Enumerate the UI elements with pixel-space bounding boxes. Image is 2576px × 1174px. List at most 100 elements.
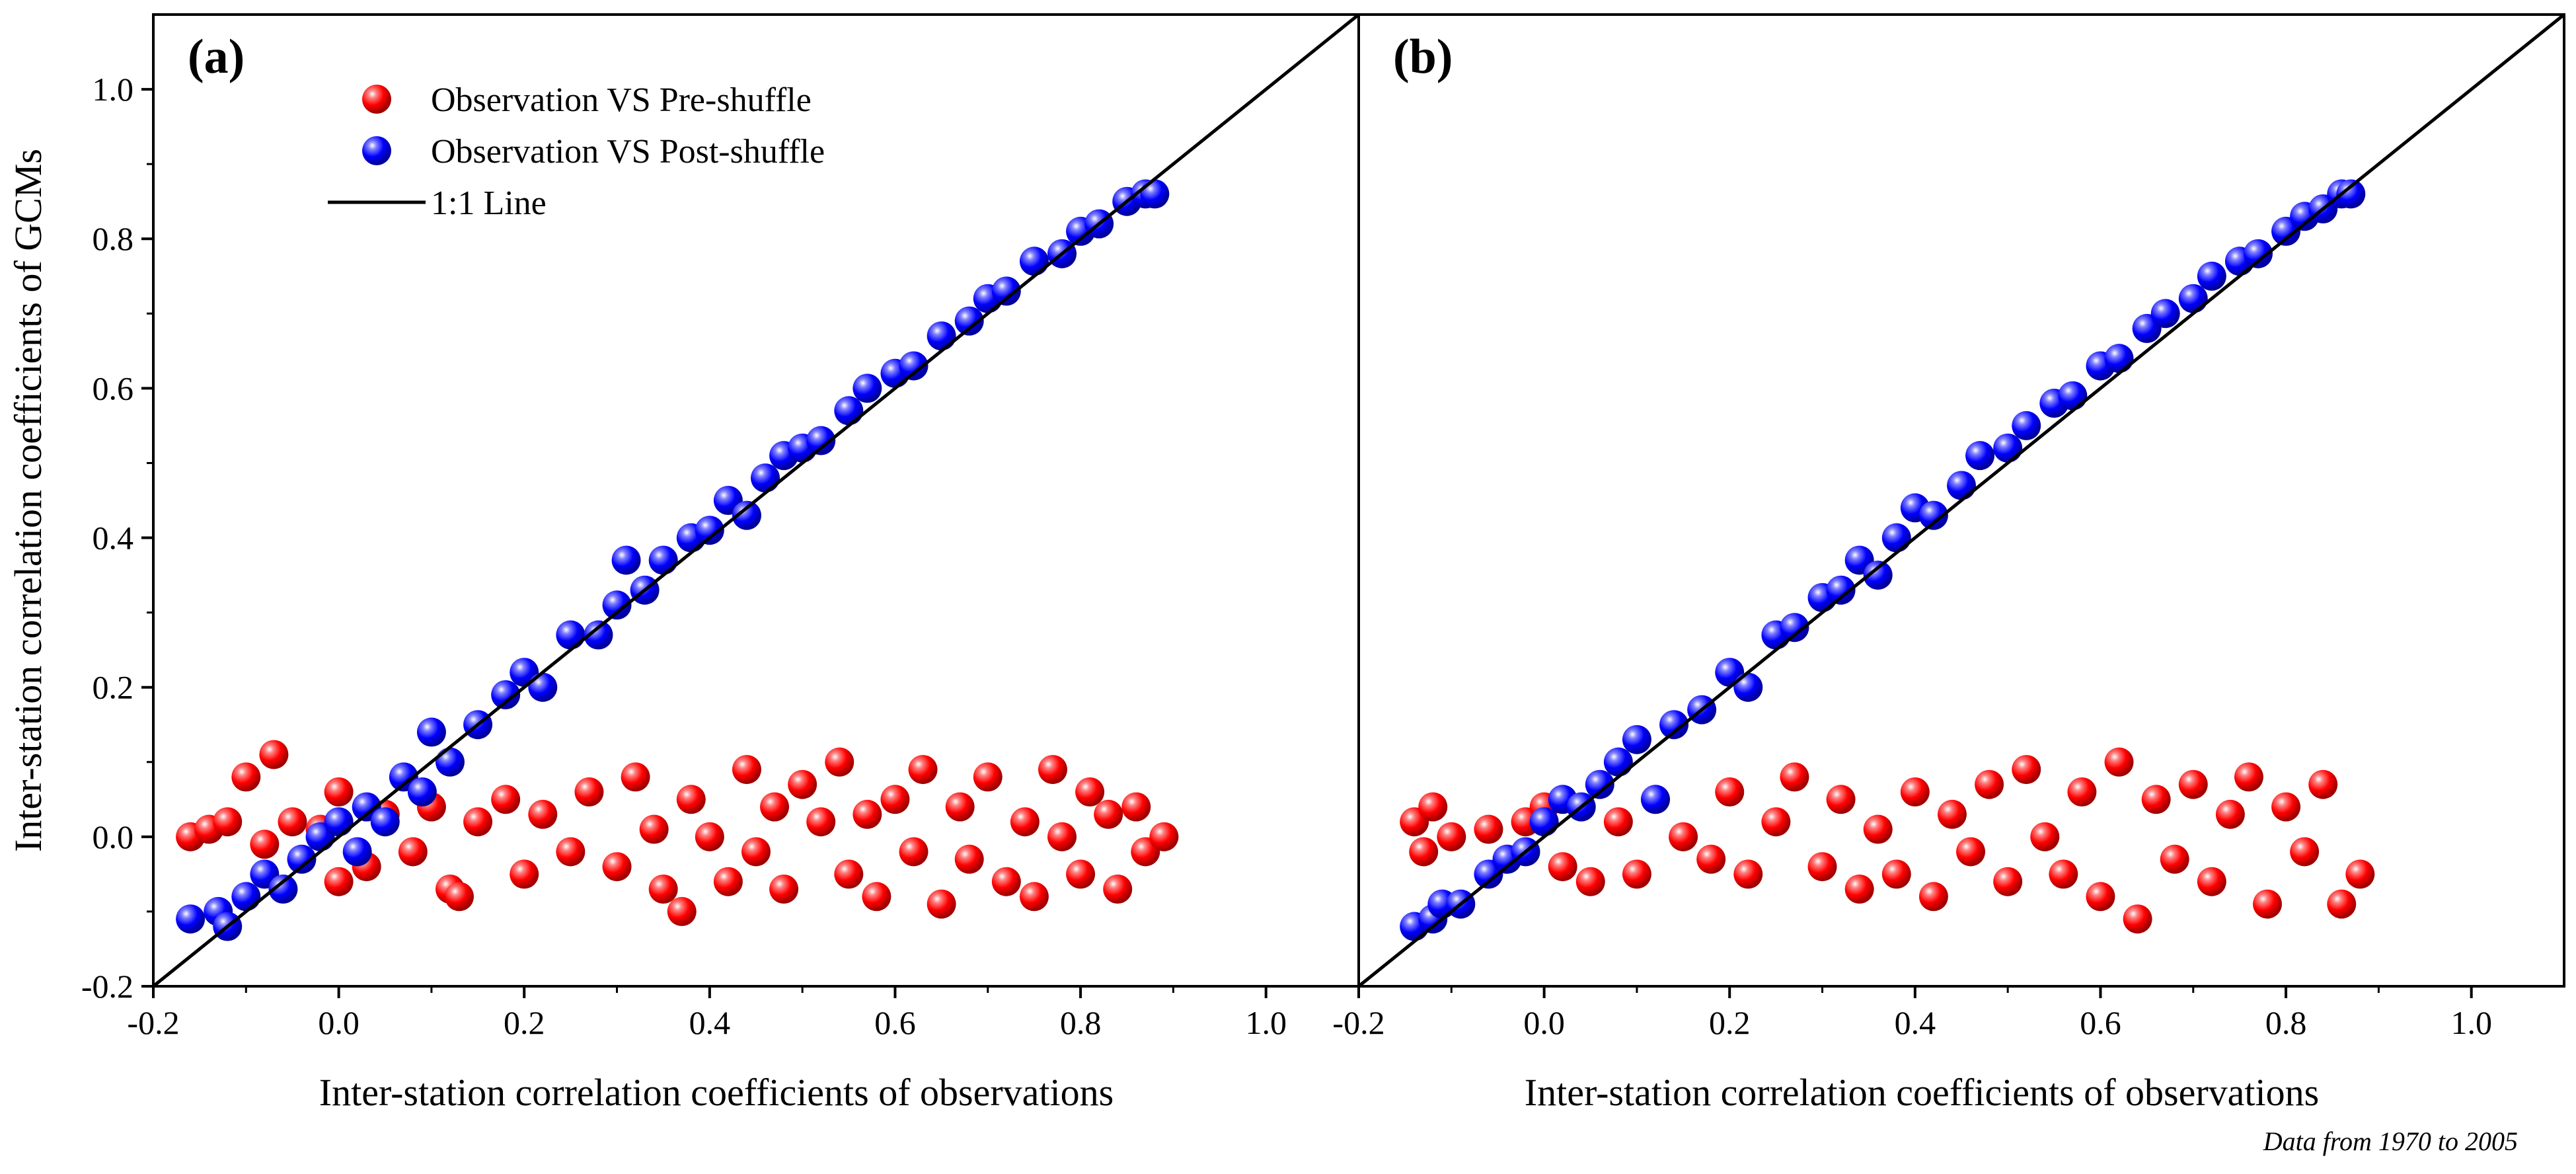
legend-marker	[362, 85, 391, 114]
post-shuffle-point	[1529, 807, 1559, 837]
post-shuffle-point	[751, 463, 780, 493]
pre-shuffle-point	[1575, 867, 1605, 896]
pre-shuffle-point	[1103, 875, 1133, 904]
pre-shuffle-point	[510, 859, 539, 889]
pre-shuffle-point	[491, 785, 521, 814]
pre-shuffle-point	[556, 837, 586, 867]
post-shuffle-point	[1019, 247, 1049, 276]
pre-shuffle-point	[1019, 882, 1049, 912]
post-shuffle-point	[1780, 613, 1809, 643]
one-to-one-line	[1359, 15, 2564, 986]
pre-shuffle-point	[1975, 769, 2004, 799]
pre-shuffle-point	[1761, 807, 1791, 837]
legend-label: Observation VS Post-shuffle	[431, 133, 825, 171]
pre-shuffle-point	[1622, 859, 1651, 889]
pre-shuffle-point	[2215, 799, 2245, 829]
pre-shuffle-point	[1715, 777, 1745, 806]
pre-shuffle-point	[1094, 799, 1123, 829]
pre-shuffle-point	[2253, 889, 2283, 919]
pre-shuffle-point	[852, 799, 882, 829]
pre-shuffle-point	[769, 875, 799, 904]
legend-pre-shuffle: Observation VS Pre-shuffle	[362, 81, 812, 119]
pre-shuffle-point	[973, 762, 1003, 792]
data-points	[1400, 179, 2375, 941]
pre-shuffle-point	[1548, 852, 1577, 882]
pre-shuffle-point	[834, 859, 864, 889]
post-shuffle-point	[2104, 344, 2134, 373]
pre-shuffle-point	[648, 875, 678, 904]
post-shuffle-point	[324, 807, 354, 837]
pre-shuffle-point	[2271, 792, 2301, 822]
pre-shuffle-point	[676, 785, 706, 814]
post-shuffle-point	[1993, 433, 2023, 463]
pre-shuffle-point	[1780, 762, 1809, 792]
panel-tag: (a)	[188, 30, 245, 84]
post-shuffle-point	[1640, 785, 1670, 814]
pre-shuffle-point	[1474, 814, 1503, 844]
post-shuffle-point	[268, 875, 298, 904]
legend-label: 1:1 Line	[431, 184, 547, 222]
post-shuffle-point	[1881, 523, 1911, 553]
pre-shuffle-point	[621, 762, 650, 792]
pre-shuffle-point	[862, 882, 891, 912]
y-tick-label: 0.4	[93, 520, 134, 557]
one-to-one-line	[153, 15, 1359, 986]
pre-shuffle-point	[667, 896, 697, 926]
legend-label: Observation VS Pre-shuffle	[431, 81, 812, 119]
pre-shuffle-point	[741, 837, 771, 867]
pre-shuffle-point	[1807, 852, 1837, 882]
x-axis-label: Inter-station correlation coefficients o…	[319, 1071, 1114, 1114]
post-shuffle-point	[611, 545, 641, 575]
post-shuffle-point	[2012, 411, 2041, 440]
data-points	[176, 179, 1179, 941]
pre-shuffle-point	[1047, 822, 1077, 851]
legend-post-shuffle: Observation VS Post-shuffle	[362, 133, 825, 171]
panel-a: -0.2 0.0 0.2 0.4 0.6 0.8 1.0 -0.2 0.0 0.2 0.4 0.6 0.…	[7, 13, 1360, 1114]
pre-shuffle-point	[806, 807, 836, 837]
pre-shuffle-point	[2030, 822, 2060, 851]
pre-shuffle-point	[2012, 755, 2041, 785]
post-shuffle-point	[584, 620, 613, 650]
x-tick-label: -0.2	[127, 1004, 179, 1041]
y-tick-label: -0.2	[81, 968, 133, 1005]
pre-shuffle-point	[324, 777, 354, 806]
pre-shuffle-point	[713, 867, 743, 896]
panel-tag: (b)	[1393, 30, 1453, 84]
x-axis-label: Inter-station correlation coefficients o…	[1525, 1071, 2319, 1114]
x-tick-label: 0.8	[2265, 1004, 2307, 1041]
x-tick-label: 0.0	[1523, 1004, 1565, 1041]
post-shuffle-point	[2150, 299, 2180, 329]
post-shuffle-point	[176, 904, 206, 934]
post-shuffle-point	[1918, 500, 1948, 530]
x-tick-label: -0.2	[1332, 1004, 1384, 1041]
pre-shuffle-point	[2327, 889, 2357, 919]
pre-shuffle-point	[1669, 822, 1698, 851]
x-tick-label: 0.6	[2080, 1004, 2121, 1041]
pre-shuffle-point	[463, 807, 493, 837]
pre-shuffle-point	[1900, 777, 1930, 806]
pre-shuffle-point	[1993, 867, 2023, 896]
y-tick-label: 0.8	[93, 220, 134, 257]
pre-shuffle-point	[398, 837, 428, 867]
post-shuffle-point	[1659, 710, 1689, 740]
post-shuffle-point	[1603, 747, 1633, 777]
pre-shuffle-point	[732, 755, 761, 785]
post-shuffle-point	[556, 620, 586, 650]
x-tick-label: 1.0	[2450, 1004, 2492, 1041]
pre-shuffle-point	[324, 867, 354, 896]
legend-one-to-one: 1:1 Line	[328, 184, 547, 222]
pre-shuffle-point	[1844, 875, 1874, 904]
pre-shuffle-point	[1437, 822, 1466, 851]
pre-shuffle-point	[1733, 859, 1763, 889]
pre-shuffle-point	[945, 792, 975, 822]
post-shuffle-point	[435, 747, 465, 777]
post-shuffle-point	[528, 672, 558, 702]
y-tick-label: 0.0	[93, 818, 134, 855]
post-shuffle-point	[2178, 284, 2208, 313]
pre-shuffle-point	[2067, 777, 2097, 806]
pre-shuffle-point	[1881, 859, 1911, 889]
pre-shuffle-point	[639, 814, 669, 844]
post-shuffle-point	[2197, 261, 2226, 291]
pre-shuffle-point	[1863, 814, 1893, 844]
